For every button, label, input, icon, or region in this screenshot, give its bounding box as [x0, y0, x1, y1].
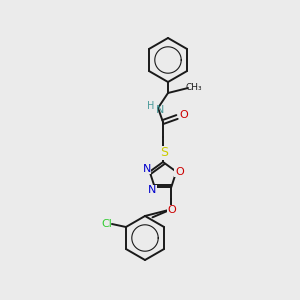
- Text: CH₃: CH₃: [186, 83, 202, 92]
- Text: Cl: Cl: [101, 219, 112, 229]
- Text: O: O: [180, 110, 188, 120]
- Text: S: S: [160, 146, 168, 160]
- Text: N: N: [156, 105, 164, 115]
- Text: O: O: [168, 205, 177, 215]
- Text: H: H: [147, 101, 155, 111]
- Text: N: N: [142, 164, 151, 174]
- Text: O: O: [175, 167, 184, 177]
- Text: N: N: [148, 185, 156, 195]
